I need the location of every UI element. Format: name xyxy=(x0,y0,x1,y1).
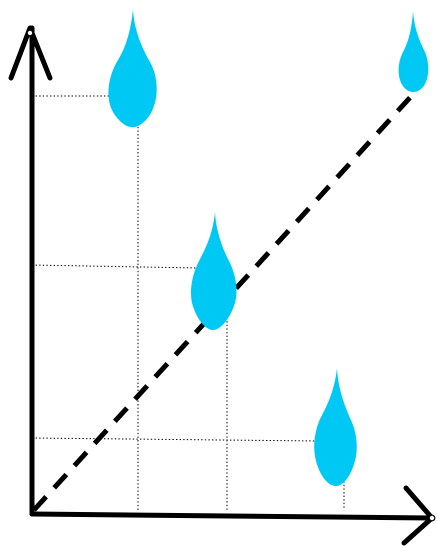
water-drop-icon xyxy=(108,9,157,128)
guide-line-low-drop xyxy=(31,437,345,510)
water-drop-icon xyxy=(398,11,429,92)
water-drops xyxy=(108,9,429,486)
axes xyxy=(8,25,436,546)
guide-line-top-drop xyxy=(32,95,139,510)
y-axis-end-marker xyxy=(26,29,34,37)
guide-lines xyxy=(31,95,345,510)
water-drop-icon xyxy=(190,212,237,330)
x-axis xyxy=(29,511,435,521)
x-axis-end-marker xyxy=(428,514,436,522)
water-drop-icon xyxy=(314,368,357,486)
y-axis-arrowhead xyxy=(8,25,53,81)
